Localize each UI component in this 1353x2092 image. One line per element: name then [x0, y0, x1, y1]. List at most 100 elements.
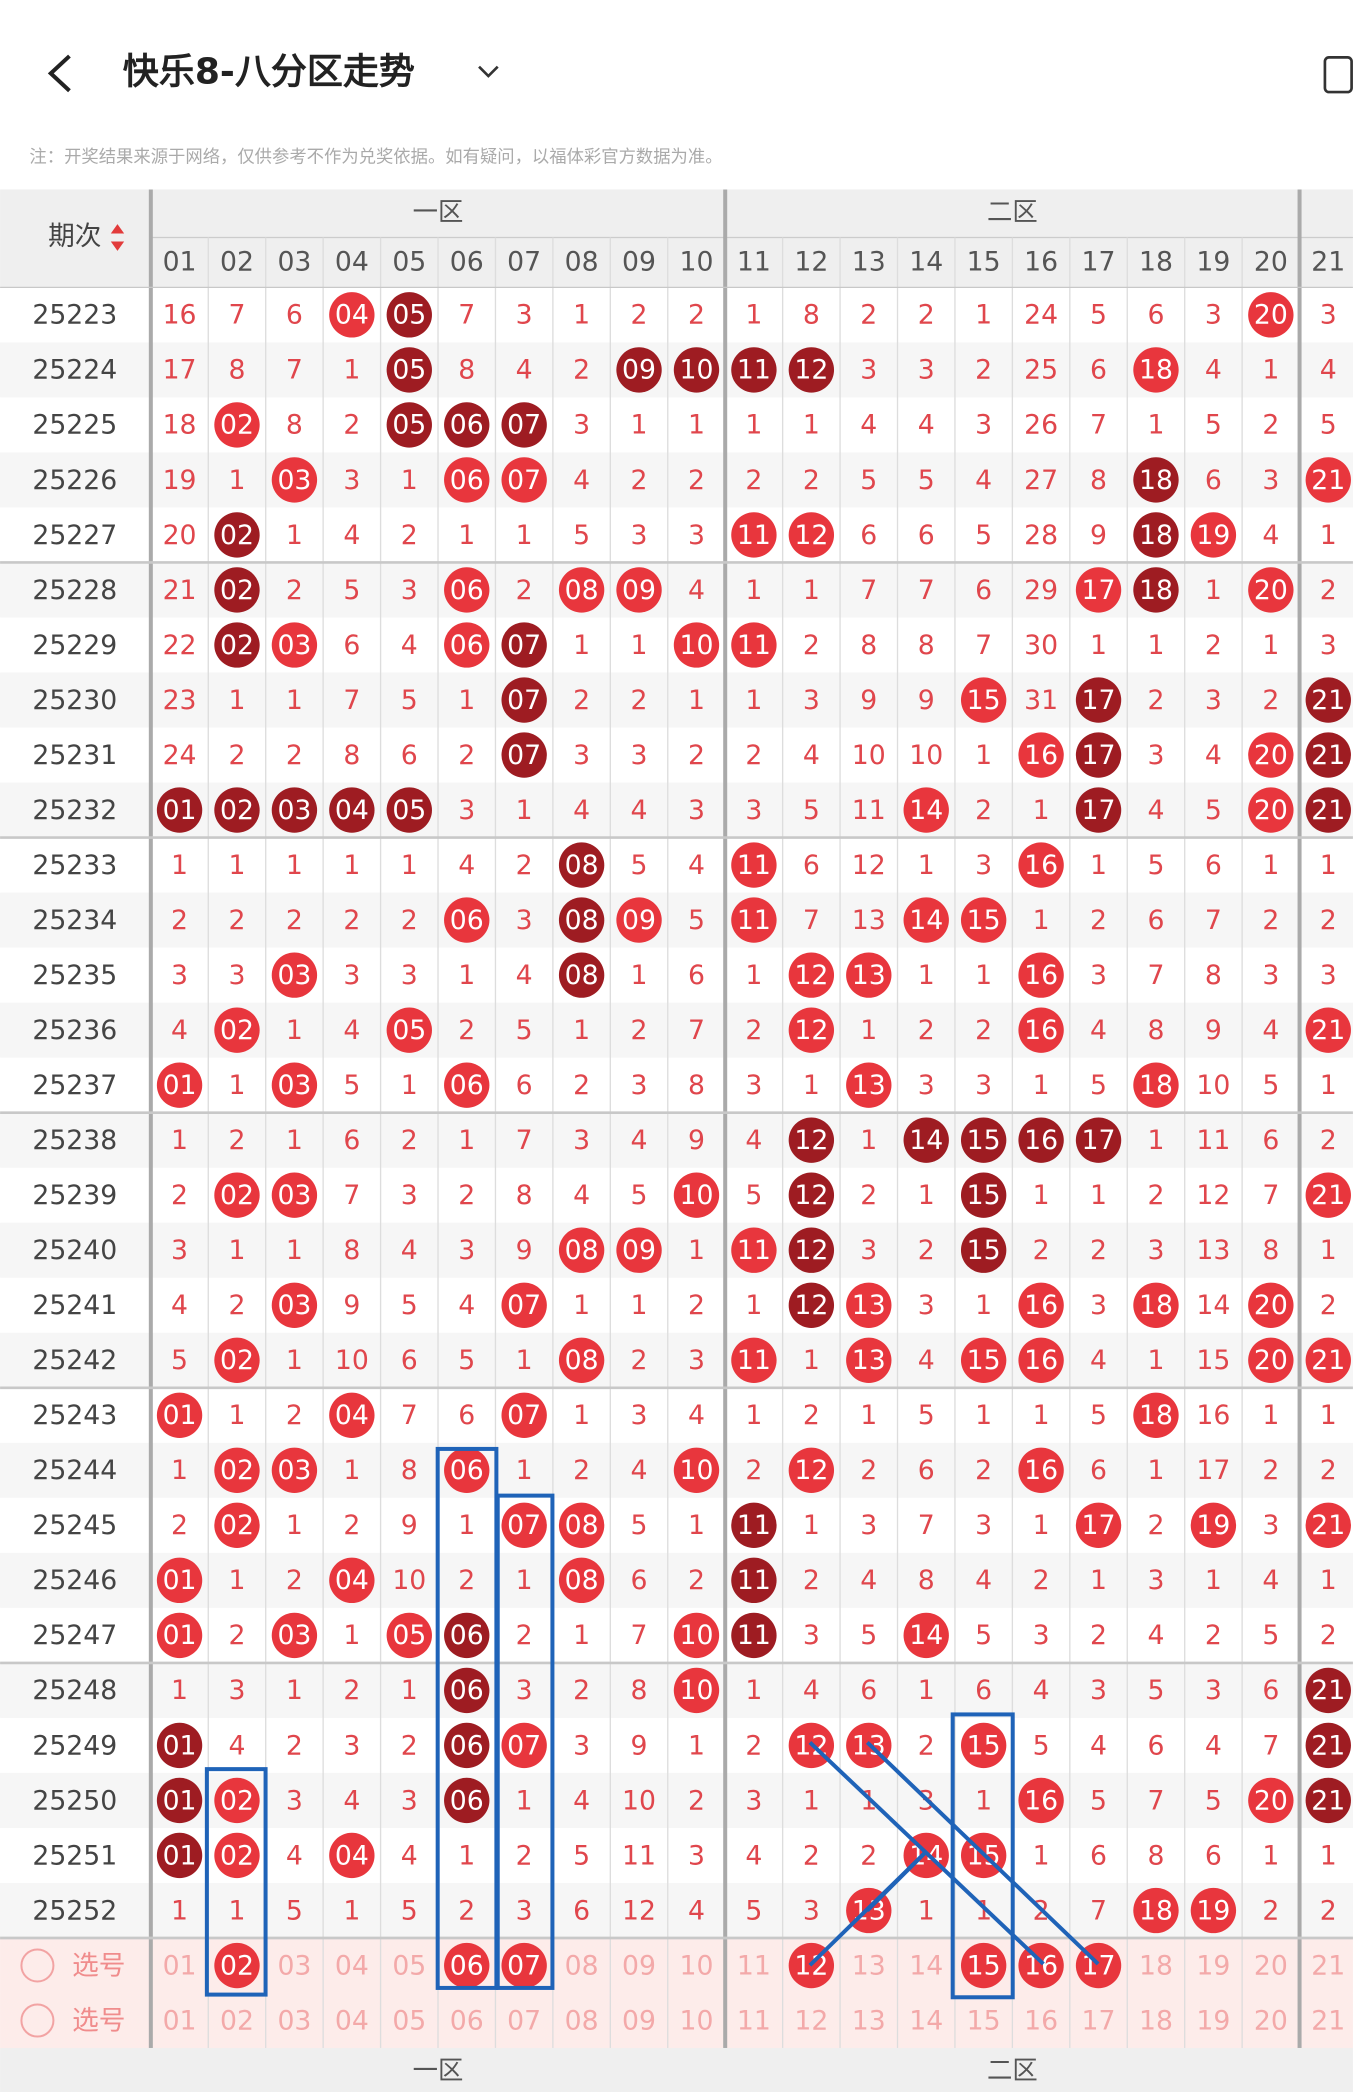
hit-ball — [501, 732, 547, 778]
miss-count: 3 — [343, 960, 360, 991]
hit-ball — [444, 567, 490, 613]
period: 25234 — [32, 905, 117, 936]
hit-ball — [558, 1227, 605, 1273]
miss-count: 1 — [918, 850, 935, 881]
hit-ball — [558, 567, 605, 613]
miss-count: 3 — [1205, 685, 1222, 716]
hit-ball — [501, 622, 547, 668]
miss-count: 8 — [343, 740, 360, 771]
miss-count: 5 — [573, 1840, 590, 1871]
miss-count: 1 — [286, 1125, 303, 1156]
menu-icon[interactable] — [1323, 56, 1353, 94]
miss-count: 24 — [163, 740, 197, 771]
period: 25249 — [32, 1730, 117, 1761]
hit-number: 07 — [507, 1510, 541, 1541]
hit-ball — [846, 1337, 892, 1383]
miss-count: 2 — [1320, 905, 1337, 936]
miss-count: 10 — [680, 1950, 714, 1981]
miss-count: 2 — [745, 1455, 762, 1486]
hit-ball — [731, 622, 777, 668]
miss-count: 8 — [1090, 465, 1107, 496]
miss-count: 6 — [286, 300, 303, 331]
period: 25224 — [32, 355, 117, 386]
hit-ball — [731, 897, 777, 943]
miss-count: 3 — [228, 1675, 245, 1706]
select-radio[interactable] — [20, 2003, 55, 2038]
miss-count: 1 — [343, 1620, 360, 1651]
miss-count: 5 — [860, 1620, 877, 1651]
period: 25229 — [32, 630, 117, 661]
hit-ball — [960, 1942, 1007, 1989]
hit-ball — [1305, 1502, 1351, 1549]
miss-count: 7 — [688, 1015, 705, 1046]
miss-count: 21 — [163, 575, 197, 606]
miss-count: 1 — [1262, 850, 1279, 881]
miss-count: 28 — [1024, 520, 1058, 551]
hit-number: 11 — [737, 1620, 771, 1651]
hit-ball — [156, 1612, 203, 1659]
miss-count: 4 — [343, 520, 360, 551]
dropdown-arrow[interactable] — [478, 65, 499, 78]
hit-number: 18 — [1139, 520, 1173, 551]
miss-count: 4 — [1033, 1675, 1050, 1706]
miss-count: 2 — [401, 905, 418, 936]
miss-count: 1 — [171, 1455, 188, 1486]
hit-number: 17 — [1082, 685, 1116, 716]
hit-number: 13 — [852, 960, 886, 991]
hit-ball — [1133, 457, 1179, 503]
hit-number: 16 — [1024, 960, 1058, 991]
hit-ball — [1018, 1007, 1064, 1053]
miss-count: 1 — [745, 1675, 762, 1706]
miss-count: 1 — [286, 1345, 303, 1376]
hit-ball — [1305, 457, 1351, 503]
column-header: 10 — [680, 246, 714, 277]
hit-ball — [156, 1722, 203, 1769]
back-button[interactable] — [47, 54, 71, 93]
hit-number: 07 — [507, 1400, 541, 1431]
miss-count: 1 — [1033, 1840, 1050, 1871]
miss-count: 7 — [228, 300, 245, 331]
miss-count: 3 — [745, 1785, 762, 1816]
miss-count: 7 — [918, 575, 935, 606]
miss-count: 7 — [1262, 1180, 1279, 1211]
hit-number: 15 — [967, 1730, 1001, 1761]
miss-count: 1 — [803, 1070, 820, 1101]
miss-count: 8 — [401, 1455, 418, 1486]
miss-count: 1 — [1320, 1840, 1337, 1871]
miss-count: 3 — [1147, 1235, 1164, 1266]
miss-count: 3 — [631, 520, 648, 551]
hit-number: 12 — [794, 355, 828, 386]
miss-count: 3 — [745, 1070, 762, 1101]
zone-label: 二区 — [987, 196, 1038, 226]
period: 25227 — [32, 520, 117, 551]
zone-label: 二区 — [987, 2055, 1038, 2085]
miss-count: 2 — [688, 1785, 705, 1816]
miss-count: 4 — [631, 795, 648, 826]
hit-number: 11 — [737, 1565, 771, 1596]
column-header: 16 — [1024, 246, 1058, 277]
miss-count: 2 — [573, 1675, 590, 1706]
miss-count: 8 — [228, 355, 245, 386]
miss-count: 4 — [688, 1895, 705, 1926]
column-header: 02 — [220, 246, 254, 277]
select-radio[interactable] — [20, 1948, 55, 1983]
hit-ball — [329, 292, 375, 338]
miss-count: 9 — [343, 1290, 360, 1321]
miss-count: 2 — [458, 740, 475, 771]
miss-count: 3 — [171, 960, 188, 991]
hit-ball — [214, 787, 260, 833]
miss-count: 06 — [450, 2005, 484, 2036]
hit-number: 03 — [277, 630, 311, 661]
hit-ball — [1018, 1337, 1064, 1383]
miss-count: 7 — [1090, 1895, 1107, 1926]
hit-number: 13 — [852, 1070, 886, 1101]
hit-number: 21 — [1311, 1015, 1345, 1046]
hit-ball — [271, 457, 318, 503]
miss-count: 9 — [688, 1125, 705, 1156]
sort-icon — [110, 224, 125, 251]
miss-count: 4 — [516, 355, 533, 386]
column-header: 01 — [163, 246, 197, 277]
miss-count: 4 — [688, 575, 705, 606]
miss-count: 6 — [1262, 1675, 1279, 1706]
miss-count: 8 — [343, 1235, 360, 1266]
